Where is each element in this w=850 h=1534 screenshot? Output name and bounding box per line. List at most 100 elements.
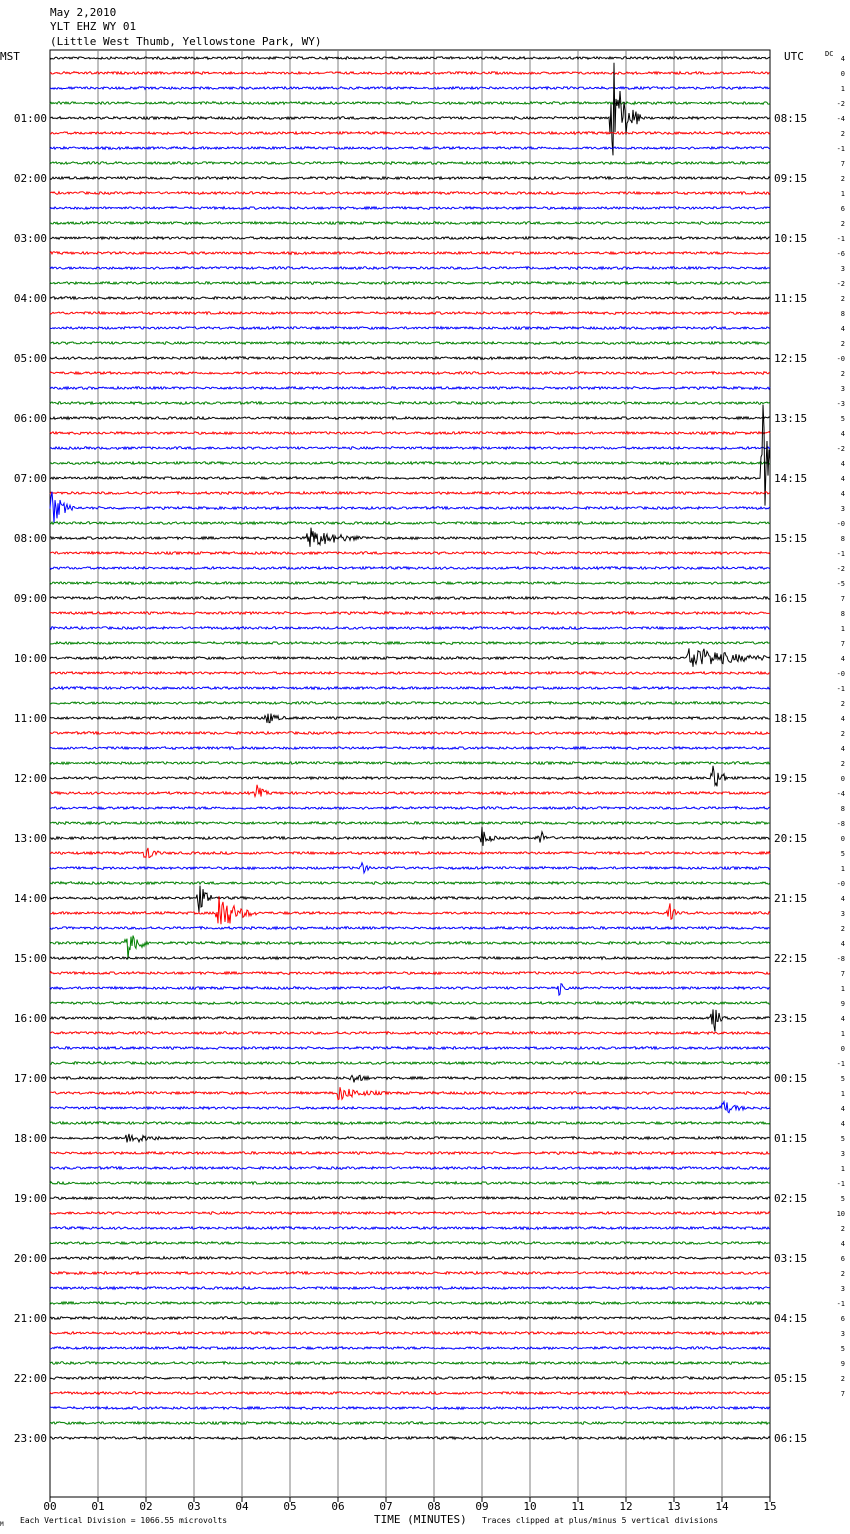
trace-row-44 <box>49 713 771 724</box>
dc-offset-label: 2 <box>841 925 845 933</box>
dc-offset-label: 1 <box>841 1090 845 1098</box>
trace-row-86 <box>49 1345 771 1351</box>
dc-offset-label: -4 <box>837 790 845 798</box>
dc-offset-label: 1 <box>841 1165 845 1173</box>
utc-hour-label: 13:15 <box>774 412 807 425</box>
dc-offset-label: 6 <box>841 1315 845 1323</box>
seismic-traces <box>49 55 771 1441</box>
dc-offset-label: 8 <box>841 310 845 318</box>
dc-offset-label: 7 <box>841 160 845 168</box>
dc-offset-label: 3 <box>841 385 845 393</box>
trace-row-40 <box>49 648 771 667</box>
dc-offset-label: 4 <box>841 430 845 438</box>
mst-hour-label: 10:00 <box>14 652 47 665</box>
dc-offset-label: 4 <box>841 1105 845 1113</box>
x-tick-label: 09 <box>475 1500 488 1513</box>
utc-hour-label: 14:15 <box>774 472 807 485</box>
utc-hour-label: 09:15 <box>774 172 807 185</box>
x-tick-label: 07 <box>379 1500 392 1513</box>
dc-offset-label: 2 <box>841 730 845 738</box>
dc-offset-label: -8 <box>837 955 845 963</box>
dc-offset-label: 3 <box>841 910 845 918</box>
header: May 2,2010 YLT EHZ WY 01 (Little West Th… <box>50 6 322 48</box>
dc-offset-label: 2 <box>841 130 845 138</box>
x-tick-label: 04 <box>235 1500 249 1513</box>
trace-row-11 <box>49 220 771 226</box>
utc-hour-label: 04:15 <box>774 1312 807 1325</box>
dc-offset-label: -2 <box>837 100 845 108</box>
dc-offset-label: -1 <box>837 235 845 243</box>
dc-offset-label: 1 <box>841 190 845 198</box>
trace-row-45 <box>49 730 771 736</box>
dc-offset-label: 2 <box>841 370 845 378</box>
dc-offset-label: -8 <box>837 820 845 828</box>
trace-row-8 <box>49 175 771 181</box>
trace-row-81 <box>49 1270 771 1276</box>
trace-row-43 <box>49 700 771 706</box>
dc-offset-label: 5 <box>841 1075 845 1083</box>
dc-offset-label: 5 <box>841 415 845 423</box>
trace-row-91 <box>49 1420 771 1426</box>
dc-offset-label: 1 <box>841 865 845 873</box>
trace-row-9 <box>49 190 771 196</box>
mst-hour-label: 18:00 <box>14 1132 47 1145</box>
dc-offset-label: 9 <box>841 1360 845 1368</box>
trace-row-47 <box>49 760 771 766</box>
trace-row-55 <box>49 880 771 886</box>
dc-offset-label: -1 <box>837 1180 845 1188</box>
dc-offset-label: 5 <box>841 1195 845 1203</box>
dc-offset-label: 4 <box>841 655 845 663</box>
trace-row-27 <box>49 460 771 466</box>
clip-note: Traces clipped at plus/minus 5 vertical … <box>482 1516 718 1525</box>
trace-row-80 <box>49 1255 771 1261</box>
trace-row-87 <box>49 1360 770 1366</box>
utc-hour-label: 11:15 <box>774 292 807 305</box>
dc-offset-label: 4 <box>841 1120 845 1128</box>
mst-hour-label: 12:00 <box>14 772 47 785</box>
dc-offset-label: -2 <box>837 565 845 573</box>
vertical-division-note: Each Vertical Division = 1066.55 microvo… <box>20 1516 227 1525</box>
dc-offset-label: -1 <box>837 685 845 693</box>
mst-hour-label: 04:00 <box>14 292 47 305</box>
trace-row-79 <box>49 1240 771 1246</box>
trace-row-54 <box>49 861 771 875</box>
trace-row-3 <box>49 100 771 106</box>
record-date: May 2,2010 <box>50 6 116 19</box>
trace-row-85 <box>49 1330 771 1336</box>
utc-hour-label: 23:15 <box>774 1012 807 1025</box>
trace-row-34 <box>49 565 771 571</box>
trace-row-66 <box>49 1045 771 1051</box>
utc-hour-label: 01:15 <box>774 1132 807 1145</box>
utc-hour-label: 03:15 <box>774 1252 807 1265</box>
trace-row-59 <box>49 935 771 960</box>
dc-offset-label: 1 <box>841 625 845 633</box>
trace-row-90 <box>49 1405 771 1411</box>
trace-row-67 <box>49 1060 771 1066</box>
trace-row-72 <box>49 1133 771 1144</box>
dc-offset-label: 2 <box>841 175 845 183</box>
trace-row-74 <box>49 1165 771 1171</box>
trace-row-68 <box>49 1074 771 1083</box>
trace-row-42 <box>49 685 771 691</box>
trace-row-82 <box>49 1285 770 1291</box>
dc-offset-label: 3 <box>841 1285 845 1293</box>
dc-offset-label: 4 <box>841 715 845 723</box>
utc-hour-label: 05:15 <box>774 1372 807 1385</box>
dc-offset-label: 5 <box>841 1345 845 1353</box>
dc-offset-label: 2 <box>841 220 845 228</box>
dc-offset-label: 2 <box>841 1225 845 1233</box>
dc-offset-label: -0 <box>837 520 845 528</box>
x-tick-label: 13 <box>667 1500 680 1513</box>
dc-offset-label: 0 <box>841 835 845 843</box>
dc-offset-label: 4 <box>841 745 845 753</box>
minute-gridlines <box>49 49 771 1498</box>
trace-row-5 <box>49 130 771 136</box>
station-code: YLT EHZ WY 01 <box>50 20 136 33</box>
trace-row-22 <box>49 385 771 391</box>
mst-hour-label: 16:00 <box>14 1012 47 1025</box>
dc-offset-label: 9 <box>841 1000 845 1008</box>
trace-row-31 <box>49 520 771 526</box>
trace-row-15 <box>49 280 771 286</box>
trace-row-71 <box>49 1120 771 1126</box>
dc-offset-label: -0 <box>837 355 845 363</box>
